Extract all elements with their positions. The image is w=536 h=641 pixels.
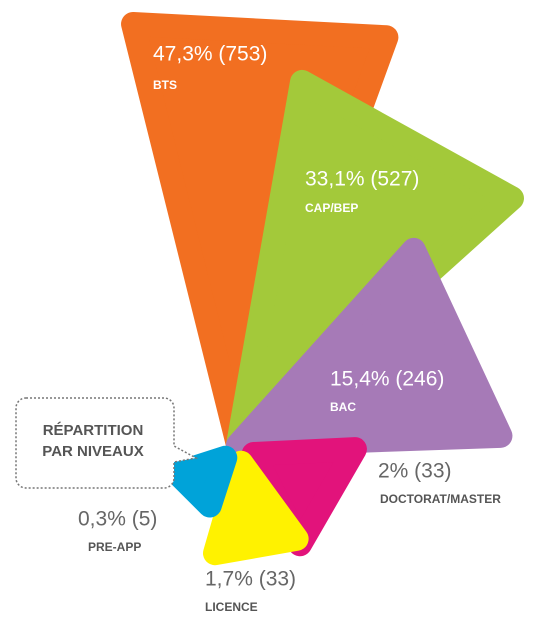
segment [165, 445, 238, 518]
value-label: 2% (33) [378, 460, 452, 483]
category-label: CAP/BEP [305, 201, 358, 215]
value-label: 33,1% (527) [305, 168, 419, 191]
category-label: PRE-APP [88, 540, 141, 554]
category-label: LICENCE [205, 600, 258, 614]
callout-bubble [15, 397, 199, 489]
segment [203, 450, 309, 566]
category-label: BTS [153, 78, 177, 92]
value-label: 15,4% (246) [330, 368, 444, 391]
value-label: 47,3% (753) [153, 43, 267, 66]
category-label: DOCTORAT/MASTER [380, 492, 501, 506]
chart-title: RÉPARTITION PAR NIVEAUX [42, 422, 144, 460]
value-label: 0,3% (5) [78, 508, 157, 531]
segment [226, 237, 513, 457]
category-label: BAC [330, 400, 356, 414]
value-label: 1,7% (33) [205, 568, 296, 591]
